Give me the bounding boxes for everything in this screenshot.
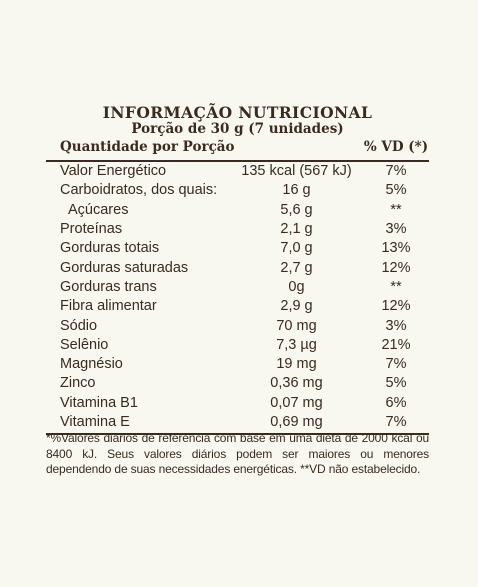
nutrient-name: Fibra alimentar <box>60 298 157 315</box>
nutrient-vd: ** <box>390 278 402 295</box>
table-row: Açúcares 5,6 g ** <box>46 201 429 220</box>
nutrient-amount: 0g <box>288 278 305 295</box>
table-row: Proteínas 2,1 g 3% <box>46 220 429 239</box>
nutrient-vd: 7% <box>385 356 407 373</box>
nutrient-vd: 3% <box>385 221 407 238</box>
table-row: Sódio 70 mg 3% <box>46 316 429 335</box>
header-vd: % VD (*) <box>363 139 429 155</box>
table-row: Magnésio 19 mg 7% <box>46 355 429 374</box>
nutrient-table: Valor Energético 135 kcal (567 kJ) 7% Ca… <box>46 162 429 432</box>
nutrient-vd: 12% <box>381 259 411 276</box>
nutrient-vd: 12% <box>381 298 411 315</box>
nutrient-vd: 7% <box>385 163 407 180</box>
table-row: Gorduras trans 0g ** <box>46 278 429 297</box>
nutrient-name: Valor Energético <box>60 163 167 180</box>
nutrient-name: Sódio <box>60 317 98 334</box>
nutrient-vd: 5% <box>385 182 407 199</box>
table-header: Quantidade por Porção % VD (*) <box>46 139 429 162</box>
nutrient-name: Gorduras saturadas <box>60 259 189 276</box>
nutrient-vd: 7% <box>385 414 407 430</box>
nutrient-name: Carboidratos, dos quais: <box>60 182 218 199</box>
nutrient-name: Gorduras trans <box>60 278 157 295</box>
table-row: Zinco 0,36 mg 5% <box>46 374 429 393</box>
nutrient-vd: 6% <box>385 394 407 411</box>
nutrient-name: Vitamina B1 <box>60 394 138 411</box>
nutrient-amount: 7,0 g <box>280 240 313 257</box>
panel-title: INFORMAÇÃO NUTRICIONAL <box>102 103 373 122</box>
footnote: *%Valores diários de referência com base… <box>46 431 429 476</box>
nutrient-name: Açúcares <box>68 201 129 218</box>
nutrient-name: Selênio <box>60 336 109 353</box>
nutrient-amount: 5,6 g <box>280 201 313 218</box>
table-bottom-rule <box>46 433 429 436</box>
nutrient-amount: 0,36 mg <box>270 375 323 392</box>
nutrient-amount: 7,3 µg <box>276 336 317 353</box>
nutrition-facts-panel: INFORMAÇÃO NUTRICIONAL Porção de 30 g (7… <box>46 103 429 436</box>
nutrient-amount: 70 mg <box>276 317 317 334</box>
nutrient-amount: 135 kcal (567 kJ) <box>241 163 352 180</box>
nutrient-name: Vitamina E <box>60 414 130 430</box>
table-row: Valor Energético 135 kcal (567 kJ) 7% <box>46 162 429 181</box>
nutrient-name: Magnésio <box>60 356 123 373</box>
nutrient-amount: 19 mg <box>276 356 317 373</box>
table-row: Gorduras saturadas 2,7 g 12% <box>46 258 429 277</box>
table-row: Gorduras totais 7,0 g 13% <box>46 239 429 258</box>
nutrient-amount: 16 g <box>282 182 311 199</box>
nutrient-amount: 2,1 g <box>280 221 313 238</box>
table-row: Vitamina B1 0,07 mg 6% <box>46 394 429 413</box>
nutrient-vd: 5% <box>385 375 407 392</box>
nutrient-amount: 0,07 mg <box>270 394 323 411</box>
serving-size: Porção de 30 g (7 unidades) <box>131 121 344 137</box>
table-row: Selênio 7,3 µg 21% <box>46 336 429 355</box>
nutrient-name: Zinco <box>60 375 96 392</box>
table-row: Fibra alimentar 2,9 g 12% <box>46 297 429 316</box>
nutrient-amount: 2,7 g <box>280 259 313 276</box>
nutrient-vd: ** <box>390 201 402 218</box>
table-row: Vitamina E 0,69 mg 7% <box>46 413 429 432</box>
nutrient-vd: 3% <box>385 317 407 334</box>
nutrient-amount: 0,69 mg <box>270 414 323 430</box>
nutrient-amount: 2,9 g <box>280 298 313 315</box>
nutrient-vd: 21% <box>381 336 411 353</box>
nutrient-name: Proteínas <box>60 221 123 238</box>
table-row: Carboidratos, dos quais: 16 g 5% <box>46 181 429 200</box>
header-quantity: Quantidade por Porção <box>60 139 235 155</box>
nutrient-name: Gorduras totais <box>60 240 160 257</box>
nutrient-vd: 13% <box>381 240 411 257</box>
